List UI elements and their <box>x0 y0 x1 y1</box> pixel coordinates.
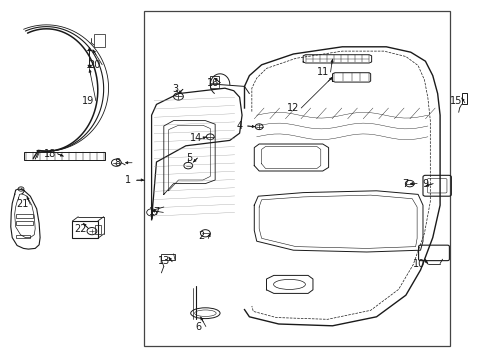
Bar <box>24 152 105 160</box>
Text: 4: 4 <box>236 121 242 131</box>
Text: 10: 10 <box>412 258 425 269</box>
Text: 13: 13 <box>157 256 170 266</box>
Text: 6: 6 <box>195 321 201 332</box>
Bar <box>94 34 104 47</box>
Text: 2: 2 <box>198 231 204 241</box>
Text: 5: 5 <box>186 153 192 163</box>
Text: 21: 21 <box>16 199 29 210</box>
Text: 16: 16 <box>206 78 219 88</box>
Text: 12: 12 <box>286 103 299 113</box>
Text: 14: 14 <box>190 132 203 143</box>
Text: 9: 9 <box>422 179 427 189</box>
Text: 19: 19 <box>81 96 94 106</box>
Bar <box>16 235 30 238</box>
Bar <box>16 221 33 225</box>
Text: 15: 15 <box>448 96 461 106</box>
Bar <box>72 221 98 238</box>
Bar <box>16 214 33 218</box>
Text: 18: 18 <box>44 149 57 159</box>
Text: 8: 8 <box>114 158 120 168</box>
Text: 3: 3 <box>172 84 178 94</box>
Bar <box>461 93 467 104</box>
Bar <box>210 83 219 88</box>
Bar <box>95 225 101 234</box>
Bar <box>210 76 219 84</box>
Text: 20: 20 <box>88 60 101 70</box>
Text: 7: 7 <box>401 179 407 189</box>
Bar <box>144 11 449 346</box>
Bar <box>161 254 175 260</box>
Text: 22: 22 <box>74 224 87 234</box>
Text: 1: 1 <box>125 175 131 185</box>
Text: 11: 11 <box>316 67 328 77</box>
Text: 17: 17 <box>149 207 162 217</box>
